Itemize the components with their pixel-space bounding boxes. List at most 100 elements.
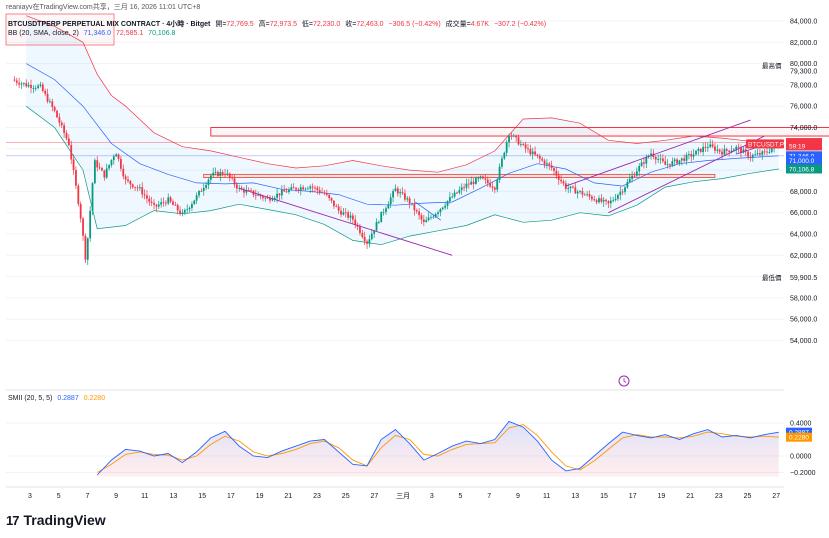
candle-body [555, 170, 558, 176]
candle [666, 159, 669, 169]
candle [633, 172, 636, 178]
candle [342, 208, 345, 216]
candle [108, 164, 110, 171]
candle [593, 195, 596, 202]
candle [751, 153, 754, 162]
candle [292, 183, 295, 189]
candle-body [472, 181, 475, 184]
candle [105, 163, 108, 179]
candle-body [697, 148, 700, 151]
smii-signal-value: 0.2280 [83, 395, 106, 402]
candle [155, 203, 158, 212]
candle [446, 200, 449, 210]
candle [586, 191, 589, 197]
smii-legend[interactable]: SMII (20, 5, 5) 0.2887 0.2280 [8, 395, 108, 402]
candle-body [359, 226, 361, 234]
candle [283, 184, 286, 193]
candle-body [621, 191, 624, 193]
tradingview-brand[interactable]: 17 TradingView [6, 512, 106, 528]
candle [285, 187, 288, 193]
symbol-legend[interactable]: BTCUSDTPERP PERPETUAL MIX CONTRACT · 4小時… [8, 19, 549, 29]
candle-body [444, 205, 447, 208]
time-tick-label: 7 [85, 493, 89, 500]
candle [607, 200, 610, 209]
candle-body [328, 194, 331, 199]
candle-body [146, 195, 148, 199]
candle [299, 184, 302, 196]
bb-legend[interactable]: BB (20, SMA, close, 2) 71,346.0 72,585.1… [8, 30, 178, 37]
candle-body [503, 152, 506, 159]
candle-body [53, 106, 56, 111]
candle [368, 235, 371, 248]
candle [453, 189, 456, 199]
candle-body [186, 209, 189, 210]
candle [56, 109, 58, 119]
candle-body [302, 187, 305, 190]
candle-body [141, 187, 144, 195]
candle [673, 157, 676, 167]
candle [295, 186, 297, 192]
candle-body [235, 184, 238, 189]
candle-body [131, 184, 134, 188]
candle [401, 187, 404, 195]
time-tick-label: 15 [198, 493, 206, 500]
candle [297, 187, 300, 194]
candle-body [195, 195, 198, 201]
candle [179, 206, 181, 216]
mini-channel-line [415, 201, 442, 221]
candle [617, 193, 619, 202]
candle-body [482, 176, 484, 179]
rising-wedge-upper [565, 119, 751, 187]
candle [288, 187, 290, 195]
candle-body [709, 144, 712, 147]
candle [470, 176, 473, 186]
candle [143, 189, 146, 200]
candle [226, 169, 229, 177]
support-zone [203, 173, 716, 178]
volume-value: 4.67K [470, 21, 490, 28]
price-axis: 84,000.0 82,000.0 80,000.0 78,000.0 76,000.0… [762, 19, 817, 346]
candle [172, 199, 174, 206]
candle-body [330, 198, 333, 201]
price-tick-label: 78,000.0 [790, 82, 817, 89]
candle [131, 183, 134, 189]
candle [233, 175, 236, 188]
candle-body [198, 190, 200, 196]
candle-body [82, 218, 84, 236]
candle-body [306, 188, 309, 190]
candle-body [373, 230, 376, 234]
high-value: 72,973.5 [269, 21, 297, 28]
candle-body [278, 193, 281, 196]
candle-body [737, 146, 740, 148]
candle-body [406, 198, 409, 200]
candle-body [226, 173, 229, 175]
candle-body [224, 173, 226, 175]
candle [115, 152, 118, 157]
candle-body [553, 168, 555, 171]
candle-body [690, 154, 693, 157]
candle [463, 183, 465, 192]
candle [290, 183, 293, 191]
candle [110, 159, 113, 168]
time-tick-label: 17 [227, 493, 235, 500]
candle-body [638, 165, 641, 172]
candle-body [164, 202, 167, 204]
candle [527, 143, 529, 153]
candle [37, 83, 39, 90]
candle [212, 167, 215, 178]
candle-body [212, 172, 215, 176]
smii-tick-label: 0.0000 [790, 454, 812, 461]
smii-tick-label: −0.2000 [790, 470, 816, 477]
candle [44, 88, 47, 97]
candle-body [273, 197, 276, 200]
candle [546, 159, 548, 169]
candle [420, 213, 423, 225]
candle [548, 162, 551, 170]
candle-body [262, 196, 264, 199]
candle-body [228, 173, 231, 178]
candle-body [515, 135, 518, 138]
candle [375, 218, 378, 232]
candle-body [309, 186, 312, 189]
candle [486, 176, 489, 187]
